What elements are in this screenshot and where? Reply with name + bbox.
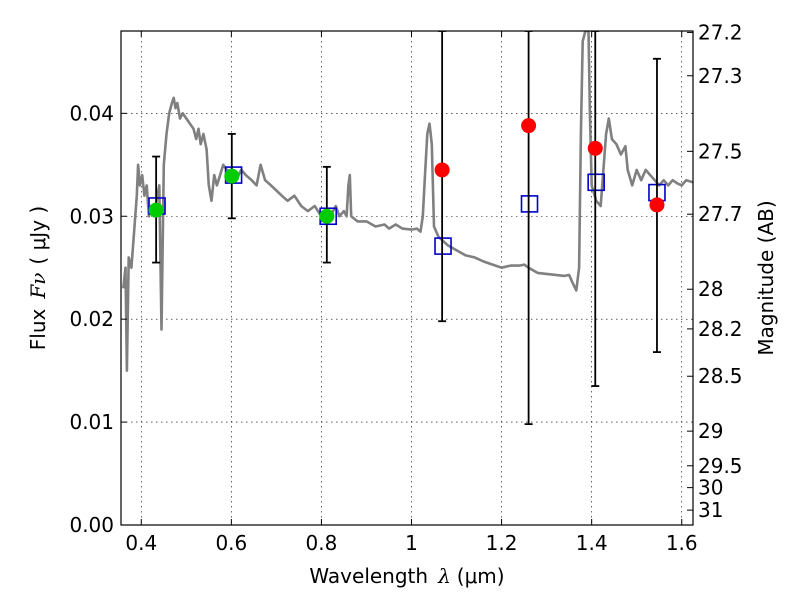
y2-tick-label: 31 — [698, 498, 723, 522]
y2-axis-label: Magnitude (AB) — [754, 200, 778, 355]
x-axis-label-symbol: λ — [437, 564, 451, 588]
plot-frame — [120, 30, 694, 526]
y-tick-label: 0.03 — [69, 204, 114, 228]
detection-point — [319, 208, 335, 224]
y2-tick-label: 28.2 — [698, 317, 743, 341]
detection-point — [148, 202, 164, 218]
x-tick-label: 0.6 — [215, 531, 247, 555]
x-tick-label: 1.2 — [486, 531, 518, 555]
detection-point — [224, 168, 240, 184]
y2-tick-label: 30 — [698, 476, 723, 500]
y-axis-label-text: Flux — [26, 308, 50, 350]
model-flux-box — [587, 173, 605, 192]
y-axis-label: Flux Fν ( μJy ) — [26, 206, 50, 350]
red-flux-point — [649, 197, 665, 213]
axis-ticks: 0.4 0.6 0.8 1 1.2 1.4 1.6 0.00 0.01 0.02 0.03 0.04 2… — [69, 20, 742, 555]
x-tick-label: 0.8 — [306, 531, 338, 555]
y2-tick-label: 27.2 — [698, 20, 743, 44]
red-flux-point — [434, 162, 450, 178]
red-flux-point — [521, 118, 537, 134]
sed-model-line — [122, 31, 693, 372]
y2-tick-label: 28.5 — [698, 364, 743, 388]
x-axis-label: Wavelength λ (μm) — [309, 564, 504, 588]
red-flux-point — [587, 140, 603, 156]
y-axis-label-unit: ( μJy ) — [26, 206, 50, 265]
plot-area — [122, 31, 693, 426]
y2-tick-label: 29.5 — [698, 454, 743, 478]
model-flux-box — [434, 237, 452, 255]
y2-tick-label: 27.7 — [698, 202, 743, 226]
y2-tick-label: 28 — [698, 277, 723, 301]
y2-tick-label: 29 — [698, 419, 723, 443]
x-tick-label: 1.4 — [576, 531, 608, 555]
x-tick-label: 1.6 — [666, 531, 698, 555]
x-axis-label-unit: (μm) — [457, 564, 505, 588]
x-tick-label: 0.4 — [125, 531, 157, 555]
x-tick-label: 1 — [405, 531, 418, 555]
x-axis-label-text: Wavelength — [309, 564, 428, 588]
grid — [121, 31, 693, 526]
y-tick-label: 0.02 — [69, 307, 114, 331]
y2-tick-label: 27.5 — [698, 139, 743, 163]
y-axis-label-symbol: Fν — [26, 273, 50, 300]
model-flux-box — [520, 195, 539, 213]
y-tick-label: 0.01 — [69, 410, 114, 434]
y-tick-label: 0.04 — [69, 101, 114, 125]
y2-tick-label: 27.3 — [698, 64, 743, 88]
y-tick-label: 0.00 — [69, 513, 114, 537]
